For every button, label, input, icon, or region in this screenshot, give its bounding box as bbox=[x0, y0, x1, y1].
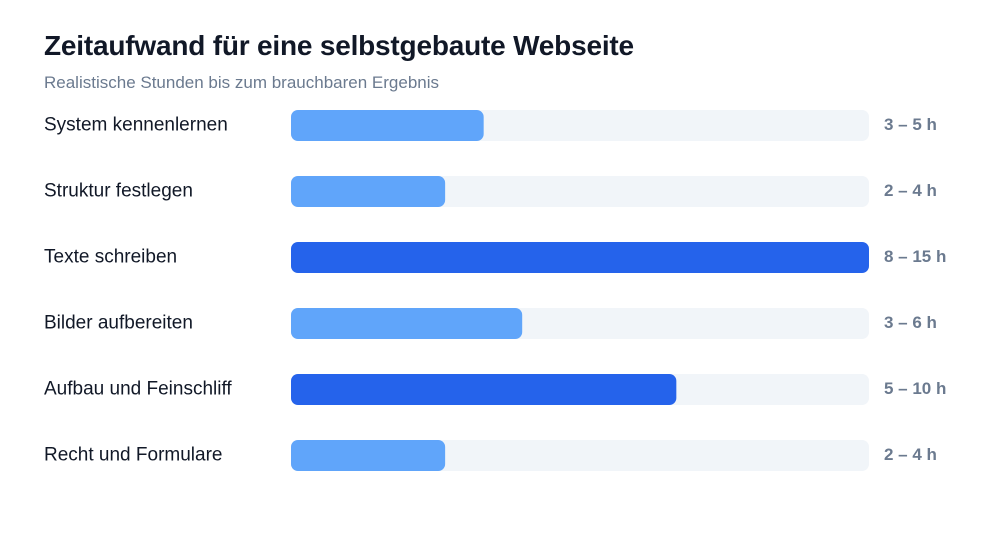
bar-row: Aufbau und Feinschliff 5 – 10 h bbox=[44, 374, 946, 405]
bar-row: System kennenlernen 3 – 5 h bbox=[44, 110, 937, 141]
bar bbox=[291, 308, 523, 339]
bar bbox=[291, 440, 446, 471]
category-label: Texte schreiben bbox=[44, 247, 177, 268]
bar bbox=[291, 242, 869, 273]
category-label: Aufbau und Feinschliff bbox=[44, 379, 232, 400]
value-label: 3 – 5 h bbox=[884, 115, 937, 134]
chart-subtitle: Realistische Stunden bis zum brauchbaren… bbox=[44, 73, 440, 92]
bar-row: Recht und Formulare 2 – 4 h bbox=[44, 440, 937, 471]
value-label: 2 – 4 h bbox=[884, 445, 937, 464]
value-label: 2 – 4 h bbox=[884, 181, 937, 200]
bar bbox=[291, 176, 446, 207]
bar bbox=[291, 110, 484, 141]
bar-row: Struktur festlegen 2 – 4 h bbox=[44, 176, 937, 207]
value-label: 3 – 6 h bbox=[884, 313, 937, 332]
bar bbox=[291, 374, 677, 405]
value-label: 8 – 15 h bbox=[884, 247, 946, 266]
category-label: Recht und Formulare bbox=[44, 445, 222, 466]
value-label: 5 – 10 h bbox=[884, 379, 946, 398]
category-label: Struktur festlegen bbox=[44, 181, 193, 202]
category-label: System kennenlernen bbox=[44, 115, 228, 136]
bar-row: Bilder aufbereiten 3 – 6 h bbox=[44, 308, 937, 339]
category-label: Bilder aufbereiten bbox=[44, 313, 193, 334]
bar-row: Texte schreiben 8 – 15 h bbox=[44, 242, 946, 273]
chart-title: Zeitaufwand für eine selbstgebaute Webse… bbox=[44, 30, 634, 61]
